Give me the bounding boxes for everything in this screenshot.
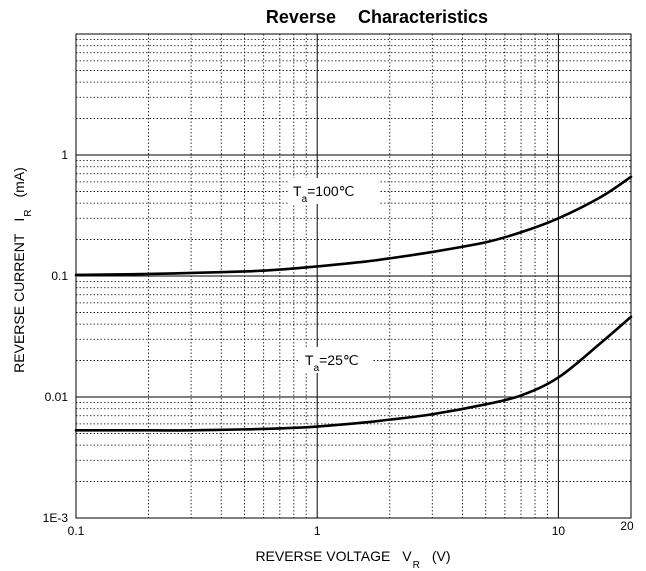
series-line-1: [74, 315, 633, 432]
series-annotation-ta25-rest: =25℃: [319, 352, 358, 368]
x-axis-label-subscript: R: [413, 560, 420, 571]
tick-layer: 0.1 1 10 20 1E-3 0.01 0.1 1: [43, 148, 634, 538]
y-axis-label-text: REVERSE CURRENT: [11, 233, 27, 373]
x-axis-label-unit: (V): [432, 548, 451, 564]
series-annotation-ta25: Ta=25℃: [300, 347, 372, 374]
series-annotation-ta25-main: T: [305, 352, 314, 368]
x-axis-label-text: REVERSE VOLTAGE: [255, 548, 390, 564]
x-axis-label-symbol: V: [402, 548, 412, 564]
x-tick-label: 0.1: [68, 524, 85, 538]
series-annotation-ta100-text: Ta=100℃: [293, 183, 354, 205]
series-annotation-ta100-main: T: [293, 183, 302, 199]
y-tick-label: 0.01: [45, 390, 69, 404]
series-layer: [74, 175, 633, 432]
series-annotation-ta100-bg: [288, 178, 380, 204]
series-annotation-ta100-sub: a: [302, 194, 308, 205]
series-annotation-ta100-rest: =100℃: [307, 183, 354, 199]
y-axis-label-subscript: R: [23, 209, 34, 216]
y-tick-label: 1: [61, 148, 68, 162]
chart-title: Reverse Characteristics: [266, 7, 488, 27]
series-annotation-ta25-text: Ta=25℃: [305, 352, 359, 374]
title-part1: Reverse: [266, 7, 336, 27]
title-part2: Characteristics: [358, 7, 488, 27]
series-annotation-ta100: Ta=100℃: [288, 178, 380, 205]
series-line-0: [74, 175, 633, 277]
series-annotation-ta25-sub: a: [314, 363, 320, 374]
y-tick-label: 0.1: [51, 269, 68, 283]
y-axis-label-unit: (mA): [11, 167, 27, 197]
x-tick-label: 1: [314, 524, 321, 538]
x-tick-label: 20: [620, 519, 634, 533]
x-tick-label: 10: [552, 524, 566, 538]
y-axis-label: REVERSE CURRENT IR (mA): [11, 167, 34, 373]
y-tick-label: 1E-3: [43, 511, 69, 525]
series-annotation-ta25-bg: [300, 347, 372, 373]
x-axis-label: REVERSE VOLTAGE VR (V): [255, 548, 450, 571]
y-axis-label-symbol: I: [11, 218, 27, 222]
